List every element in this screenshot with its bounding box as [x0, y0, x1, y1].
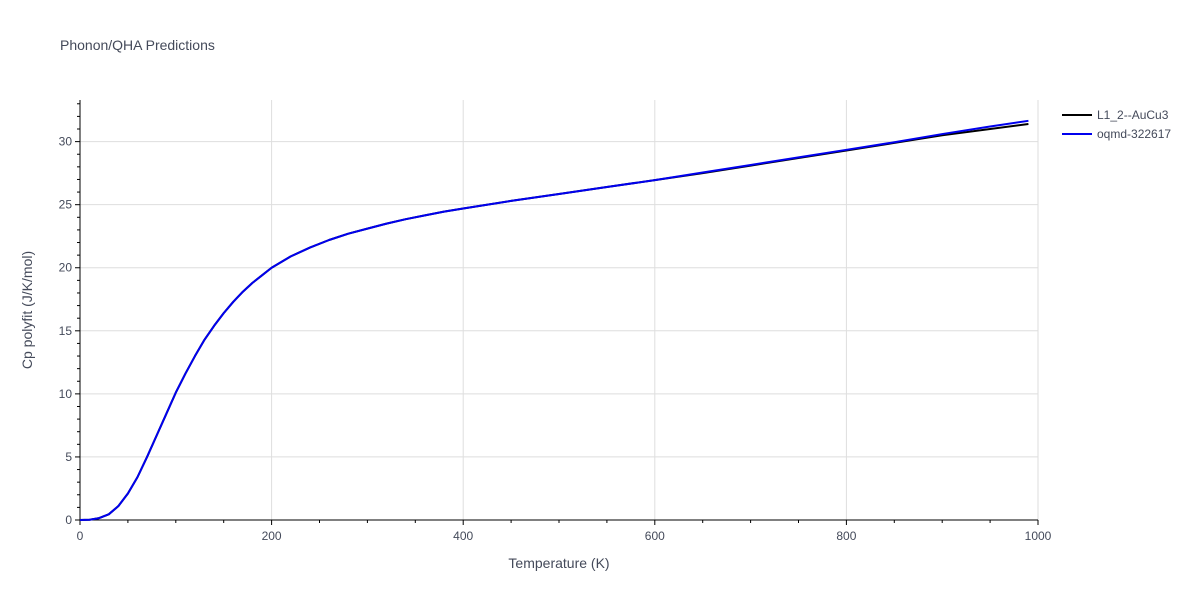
legend[interactable]: L1_2--AuCu3 oqmd-322617 [1062, 108, 1171, 141]
x-tick-label: 200 [262, 529, 282, 543]
y-axis-title: Cp polyfit (J/K/mol) [19, 251, 35, 369]
x-tick-label: 600 [645, 529, 665, 543]
y-tick-label: 30 [59, 135, 73, 149]
series-line-2 [79, 119, 1029, 521]
chart-title: Phonon/QHA Predictions [60, 37, 215, 53]
legend-label: L1_2--AuCu3 [1097, 108, 1169, 122]
series-line-1 [79, 122, 1029, 521]
series-lines [79, 119, 1029, 521]
x-tick-label: 800 [836, 529, 856, 543]
legend-item[interactable]: L1_2--AuCu3 [1062, 108, 1169, 122]
legend-item[interactable]: oqmd-322617 [1062, 127, 1171, 141]
gridlines [80, 100, 1039, 520]
axes: 0 200 400 600 800 1000 0 5 10 15 20 25 30 [59, 100, 1052, 543]
y-tick-label: 15 [59, 324, 73, 338]
y-tick-label: 10 [59, 387, 73, 401]
y-tick-label: 0 [65, 513, 72, 527]
y-tick-label: 5 [65, 450, 72, 464]
legend-label: oqmd-322617 [1097, 127, 1171, 141]
y-tick-label: 20 [59, 261, 73, 275]
x-axis-title: Temperature (K) [508, 555, 609, 571]
x-tick-label: 0 [77, 529, 84, 543]
y-tick-label: 25 [59, 198, 73, 212]
x-tick-label: 400 [453, 529, 473, 543]
x-tick-label: 1000 [1025, 529, 1052, 543]
